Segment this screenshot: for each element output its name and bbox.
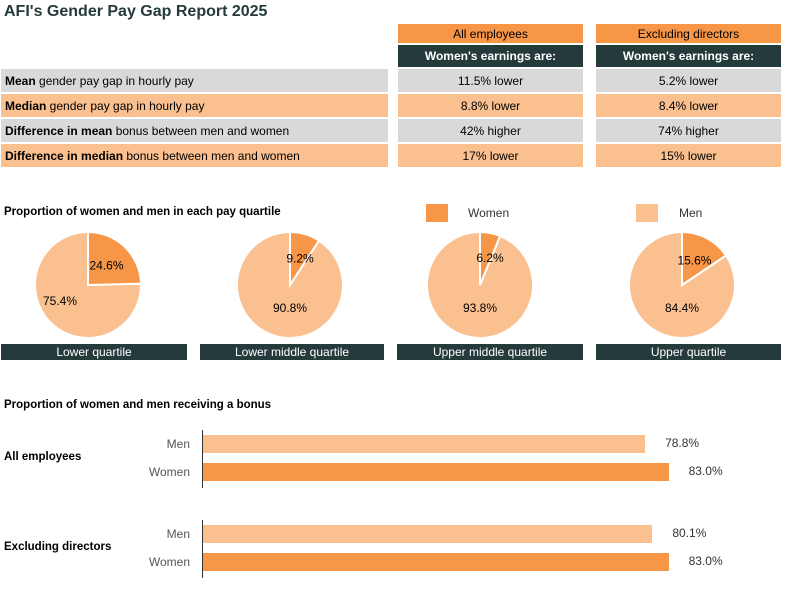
bonus-axis: [202, 430, 203, 488]
row-label-rest: gender pay gap in hourly pay: [46, 98, 205, 113]
table-cell-all: 8.8% lower: [398, 94, 583, 117]
pie-slice-women: [87, 230, 143, 287]
table-row-label: Difference in median bonus between men a…: [1, 144, 388, 167]
row-label-rest: bonus between men and women: [112, 123, 290, 138]
quartile-section-title: Proportion of women and men in each pay …: [4, 206, 281, 218]
pie-label-women: 24.6%: [89, 258, 123, 272]
quartile-label: Lower middle quartile: [200, 344, 384, 360]
table-cell-all: 17% lower: [398, 144, 583, 167]
bonus-section-title: Proportion of women and men receiving a …: [4, 399, 272, 411]
row-label-rest: bonus between men and women: [123, 148, 300, 163]
bonus-category-label: Women: [148, 465, 190, 479]
bonus-bar-women: [203, 463, 669, 481]
row-label-bold: Difference in mean: [5, 123, 113, 138]
table-row-label: Mean gender pay gap in hourly pay: [1, 69, 388, 92]
subheader-excl: Women's earnings are:: [596, 45, 781, 67]
pie-slice-women: [289, 230, 321, 289]
row-label-bold: Median: [5, 98, 47, 113]
col-header-all: All employees: [398, 24, 583, 43]
row-label-rest: gender pay gap in hourly pay: [35, 73, 194, 88]
bonus-axis: [202, 520, 203, 578]
table-cell-all: 42% higher: [398, 119, 583, 142]
col-header-excl: Excluding directors: [596, 24, 781, 43]
bonus-value-label: 83.0%: [688, 464, 723, 478]
bonus-category-label: Men: [166, 437, 190, 451]
quartile-label: Upper quartile: [596, 344, 781, 360]
pie-slice-women: [681, 230, 728, 287]
bonus-bar-women: [203, 553, 669, 571]
quartile-label: Upper middle quartile: [397, 344, 583, 360]
legend-men: Men: [679, 206, 703, 220]
bonus-category-label: Men: [166, 527, 190, 541]
pie-label-men: 84.4%: [665, 301, 699, 315]
pie-label-men: 90.8%: [273, 301, 307, 315]
table-cell-excl: 74% higher: [596, 119, 781, 142]
pie-label-women: 9.2%: [286, 252, 314, 266]
bonus-group-label: All employees: [4, 451, 82, 463]
bonus-group-label: Excluding directors: [4, 541, 112, 553]
pie-label-women: 6.2%: [476, 251, 504, 265]
page-title: AFI's Gender Pay Gap Report 2025: [4, 3, 268, 20]
table-cell-excl: 8.4% lower: [596, 94, 781, 117]
pie-label-women: 15.6%: [677, 254, 711, 268]
pie-label-men: 93.8%: [463, 301, 497, 315]
legend-women: Women: [468, 206, 510, 220]
row-label-bold: Difference in median: [5, 148, 124, 163]
row-label-bold: Mean: [5, 73, 36, 88]
pie-label-men: 75.4%: [43, 294, 77, 308]
table-cell-excl: 15% lower: [596, 144, 781, 167]
pie-slice-women: [479, 230, 502, 286]
quartile-label: Lower quartile: [1, 344, 187, 360]
bonus-value-label: 78.8%: [665, 436, 700, 450]
subheader-all: Women's earnings are:: [398, 45, 583, 67]
bonus-bar-men: [203, 435, 646, 453]
table-cell-all: 11.5% lower: [398, 69, 583, 92]
bonus-bar-men: [203, 525, 653, 543]
table-row-label: Difference in mean bonus between men and…: [1, 119, 388, 142]
legend-men-swatch: [636, 204, 658, 222]
bonus-value-label: 80.1%: [672, 526, 707, 540]
quartile-pies: 24.6% 75.4% 9.2% 90.8% 6.2% 93.8% 15.6% 84.4%: [34, 230, 736, 339]
table-cell-excl: 5.2% lower: [596, 69, 781, 92]
legend-women-swatch: [426, 204, 448, 222]
bonus-category-label: Women: [148, 555, 190, 569]
table-row-label: Median gender pay gap in hourly pay: [1, 94, 388, 117]
bonus-value-label: 83.0%: [688, 554, 723, 568]
